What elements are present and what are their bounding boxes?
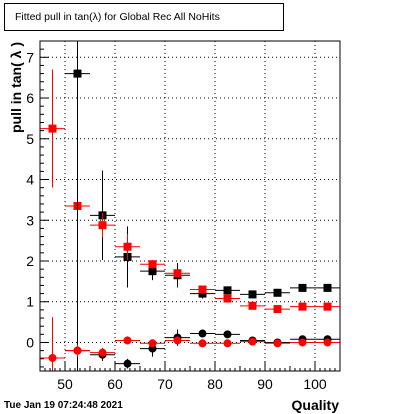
- y-tick-label: 2: [26, 253, 34, 269]
- data-point-square: [248, 301, 257, 310]
- data-point-circle: [223, 339, 232, 348]
- data-point-square: [223, 294, 232, 303]
- y-axis-label: pull in tan( λ ): [8, 42, 24, 133]
- y-tick-label: 1: [26, 294, 34, 310]
- data-point-square: [173, 269, 182, 278]
- data-point-circle: [123, 359, 132, 368]
- data-point-circle: [323, 338, 332, 347]
- data-point-circle: [73, 346, 82, 355]
- data-point-square: [323, 283, 332, 292]
- chart-title-box: Fitted pull in tan(λ) for Global Rec All…: [4, 3, 284, 31]
- data-point-square: [148, 267, 157, 276]
- data-point-circle: [98, 348, 107, 357]
- data-point-circle: [198, 329, 207, 338]
- data-point-square: [273, 288, 282, 297]
- data-point-circle: [48, 353, 57, 362]
- y-tick-label: 7: [26, 49, 34, 65]
- data-point-square: [123, 242, 132, 251]
- data-point-circle: [248, 337, 257, 346]
- plot-frame: [39, 40, 341, 372]
- data-point-square: [298, 302, 307, 311]
- y-tick-label: 3: [26, 212, 34, 228]
- y-tick-label: 4: [26, 172, 34, 188]
- x-tick-label: 50: [57, 376, 73, 392]
- x-tick-label: 60: [107, 376, 123, 392]
- data-point-square: [148, 260, 157, 269]
- x-tick-label: 80: [207, 376, 223, 392]
- data-point-square: [198, 289, 207, 298]
- data-point-circle: [223, 330, 232, 339]
- data-point-square: [198, 285, 207, 294]
- data-point-circle: [198, 339, 207, 348]
- y-tick-label: 6: [26, 90, 34, 106]
- data-point-square: [298, 283, 307, 292]
- y-tick-label: 0: [26, 334, 34, 350]
- data-point-square: [223, 286, 232, 295]
- data-point-square: [98, 221, 107, 230]
- y-tick-label: 5: [26, 131, 34, 147]
- chart-title: Fitted pull in tan(λ) for Global Rec All…: [15, 11, 220, 23]
- timestamp: Tue Jan 19 07:24:48 2021: [4, 400, 123, 411]
- x-axis-label: Quality: [292, 397, 340, 413]
- data-point-square: [248, 290, 257, 299]
- data-point-square: [48, 124, 57, 133]
- data-point-circle: [123, 336, 132, 345]
- x-tick-label: 70: [157, 376, 173, 392]
- data-point-circle: [148, 339, 157, 348]
- x-tick-label: 100: [303, 376, 327, 392]
- data-point-square: [273, 305, 282, 314]
- data-point-circle: [273, 339, 282, 348]
- data-point-circle: [173, 336, 182, 345]
- data-point-square: [323, 302, 332, 311]
- x-tick-label: 90: [257, 376, 273, 392]
- data-point-circle: [298, 338, 307, 347]
